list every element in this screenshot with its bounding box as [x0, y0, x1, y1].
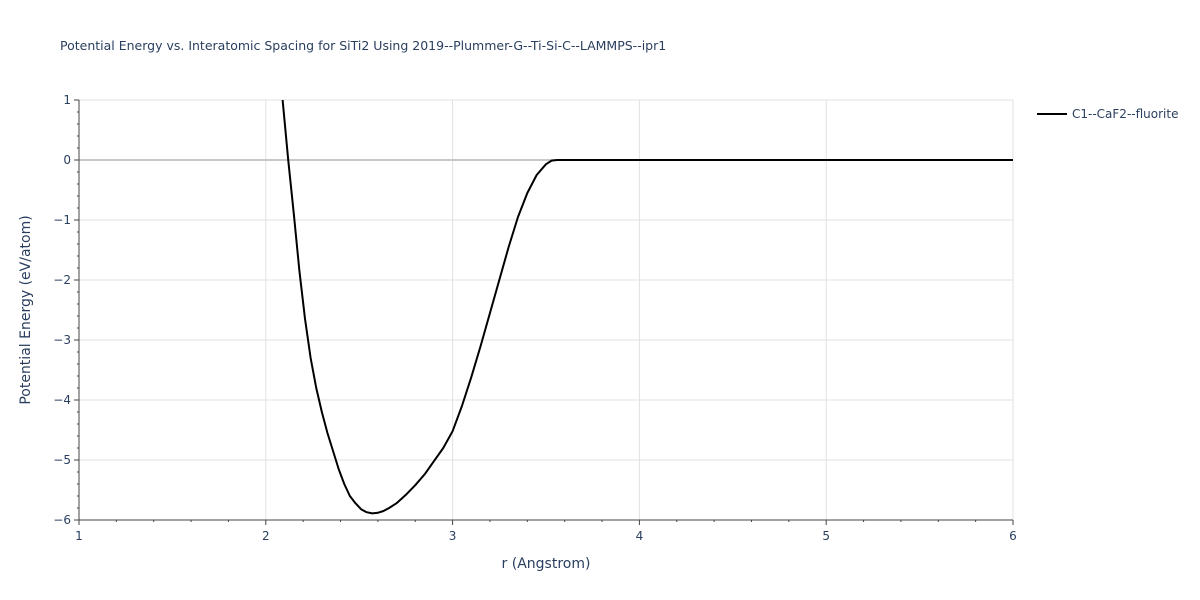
chart-title: Potential Energy vs. Interatomic Spacing… [60, 38, 666, 53]
y-tick-label: −5 [53, 453, 71, 467]
y-tick-label: −6 [53, 513, 71, 527]
y-tick-label: −2 [53, 273, 71, 287]
x-tick-label: 4 [636, 529, 644, 543]
x-tick-label: 6 [1009, 529, 1017, 543]
legend-label: C1--CaF2--fluorite [1072, 107, 1178, 121]
y-tick-label: −4 [53, 393, 71, 407]
grid-layer [79, 99, 1014, 520]
series-layer [281, 100, 1013, 515]
y-axis-title: Potential Energy (eV/atom) [18, 215, 34, 404]
axes-layer: 1 2 3 4 5 6 −6 −5 −4 −3 −2 −1 0 1 [53, 93, 1017, 543]
x-tick-label: 5 [822, 529, 830, 543]
y-tick-label: 1 [63, 93, 71, 107]
y-tick-label: 0 [63, 153, 71, 167]
x-tick-label: 1 [75, 529, 83, 543]
y-tick-label: −1 [53, 213, 71, 227]
x-tick-label: 2 [262, 529, 270, 543]
legend[interactable]: C1--CaF2--fluorite [1037, 107, 1178, 121]
y-tick-label: −3 [53, 333, 71, 347]
series-line [281, 100, 1013, 515]
x-tick-label: 3 [449, 529, 457, 543]
x-axis-title: r (Angstrom) [502, 556, 591, 572]
